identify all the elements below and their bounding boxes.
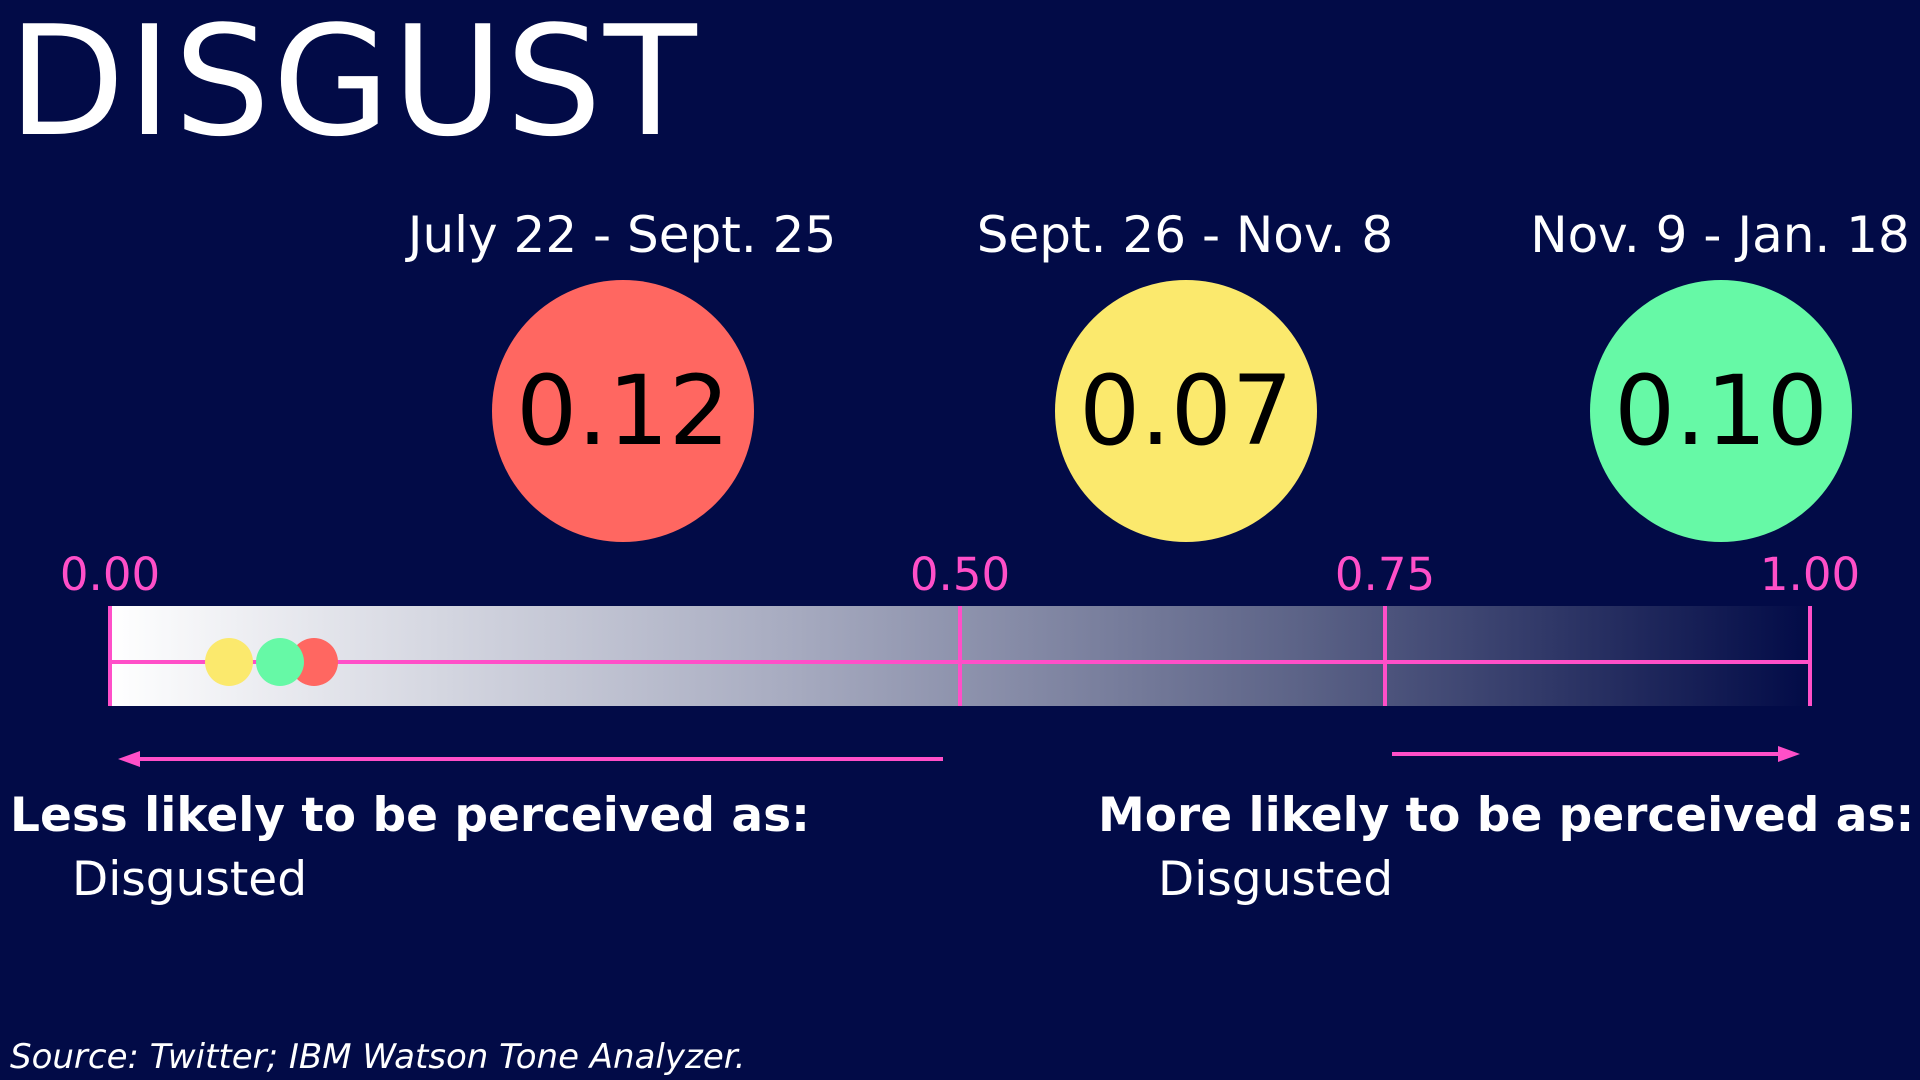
tick-label-0: 0.00 (59, 548, 161, 601)
value-bubble-1: 0.12 (492, 280, 754, 542)
less-likely-emotion: Disgusted (72, 852, 308, 907)
source-note: Source: Twitter; IBM Watson Tone Analyze… (10, 1037, 746, 1077)
more-likely-heading: More likely to be perceived as: (1098, 788, 1915, 843)
tick-label-50: 0.50 (909, 548, 1011, 601)
period-label-3: Nov. 9 - Jan. 18 (1530, 206, 1910, 264)
left-arrow-line (135, 757, 943, 761)
value-bubble-2: 0.07 (1055, 280, 1317, 542)
right-arrow-line (1392, 752, 1782, 756)
marker-period-3 (256, 638, 304, 686)
tick-label-100: 1.00 (1759, 548, 1861, 601)
left-arrow-head (118, 751, 140, 767)
more-likely-emotion: Disgusted (1158, 852, 1394, 907)
tick-mark-50 (958, 606, 962, 706)
period-label-2: Sept. 26 - Nov. 8 (976, 206, 1394, 264)
period-label-1: July 22 - Sept. 25 (407, 206, 837, 264)
tick-label-75: 0.75 (1334, 548, 1436, 601)
tick-mark-0 (108, 606, 112, 706)
less-likely-heading: Less likely to be perceived as: (10, 788, 810, 843)
value-bubble-3: 0.10 (1590, 280, 1852, 542)
tick-mark-100 (1808, 606, 1812, 706)
tick-mark-75 (1383, 606, 1387, 706)
marker-period-2 (205, 638, 253, 686)
page-title: DISGUST (8, 0, 699, 170)
right-arrow-head (1778, 746, 1800, 762)
